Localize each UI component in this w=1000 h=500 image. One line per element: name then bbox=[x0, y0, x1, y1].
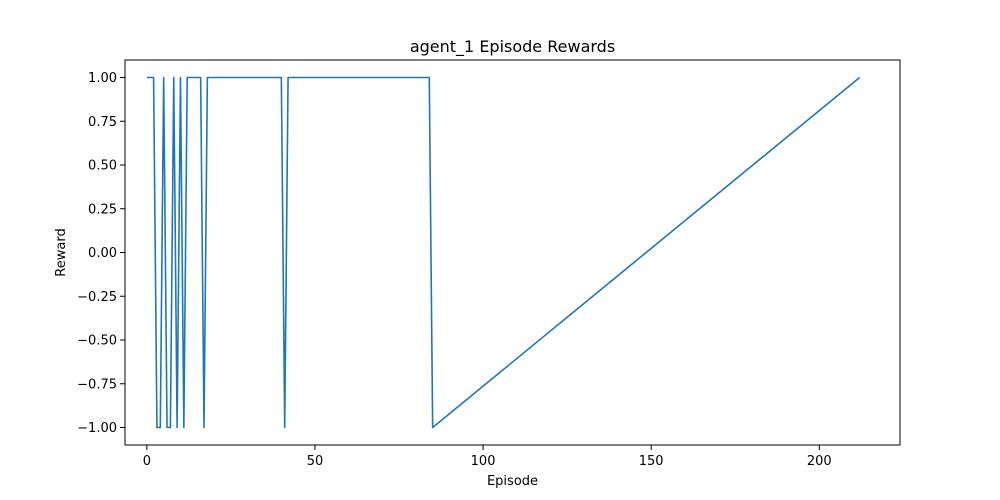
y-axis-label: Reward bbox=[54, 228, 69, 276]
series-line-agent_1 bbox=[146, 76, 861, 429]
chart-title: agent_1 Episode Rewards bbox=[410, 37, 615, 57]
y-tick-label: 1.00 bbox=[88, 71, 117, 86]
y-tick-label: 0.50 bbox=[88, 159, 117, 174]
x-tick-label: 50 bbox=[307, 454, 324, 469]
y-tick-label: −0.25 bbox=[77, 290, 117, 305]
x-axis-ticks: 0 50 100 150 200 bbox=[143, 445, 832, 469]
x-axis-label: Episode bbox=[487, 474, 538, 489]
y-tick-label: −0.50 bbox=[77, 334, 117, 349]
x-tick-label: 150 bbox=[639, 454, 664, 469]
plot-area bbox=[146, 76, 861, 429]
y-tick-label: −1.00 bbox=[77, 421, 117, 436]
y-tick-label: 0.75 bbox=[88, 115, 117, 130]
y-axis-ticks: 1.00 0.75 0.50 0.25 0.00 −0.25 −0.50 −0.75 −1.00 bbox=[77, 71, 125, 436]
x-tick-label: 100 bbox=[471, 454, 496, 469]
y-tick-label: −0.75 bbox=[77, 377, 117, 392]
y-tick-label: 0.00 bbox=[88, 246, 117, 261]
x-tick-label: 0 bbox=[143, 454, 151, 469]
x-tick-label: 200 bbox=[807, 454, 832, 469]
y-tick-label: 0.25 bbox=[88, 202, 117, 217]
